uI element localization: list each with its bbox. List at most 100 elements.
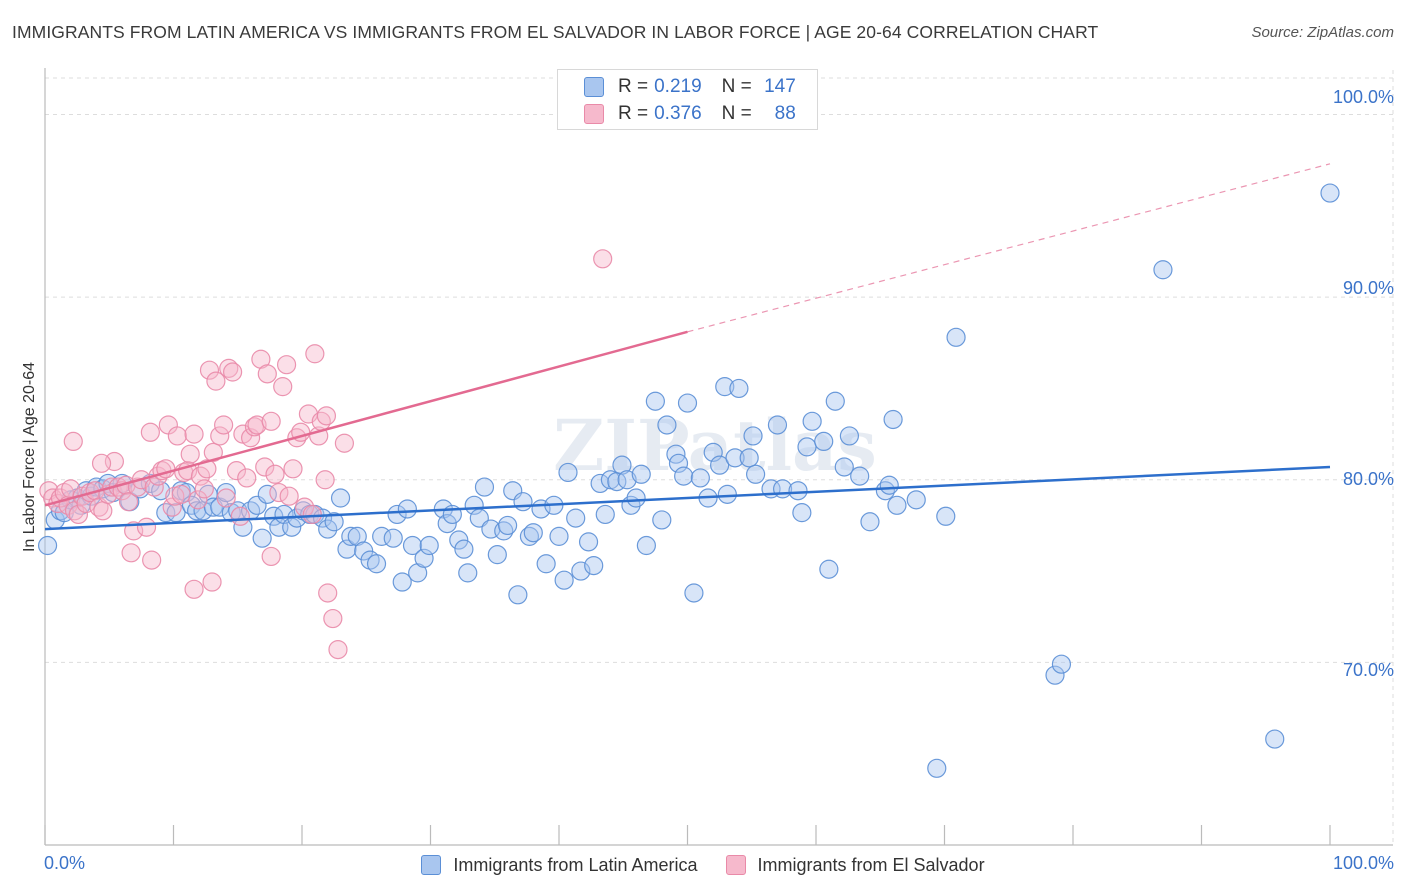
latin-america-point [487, 545, 507, 565]
el-salvador-point [261, 411, 281, 431]
el-salvador-point [184, 579, 204, 599]
el-salvador-point [226, 461, 247, 481]
el-salvador-point [315, 470, 335, 490]
latin-america-point [802, 411, 822, 431]
y-tick-label: 70.0% [1342, 660, 1394, 680]
el-salvador-point [273, 377, 293, 397]
latin-america-point [474, 477, 495, 497]
latin-america-point [366, 554, 387, 574]
el-salvador-point [261, 546, 281, 567]
el-salvador-point [180, 444, 200, 464]
el-salvador-point [165, 486, 185, 506]
latin-america-point [746, 464, 766, 484]
latin-america-point [312, 508, 333, 528]
source-credit: Source: ZipAtlas.com [1251, 24, 1394, 41]
latin-america-point [652, 510, 672, 530]
n-value: 147 [764, 76, 796, 97]
y-tick-label: 90.0% [1342, 278, 1394, 298]
el-salvador-point [136, 517, 157, 537]
el-salvador-point [144, 477, 164, 497]
latin-america-point [458, 563, 478, 583]
latin-america-point [825, 391, 845, 411]
latin-america-point [498, 515, 518, 536]
latin-america-point [645, 391, 665, 411]
latin-america-point [523, 523, 543, 543]
latin-america-point [850, 466, 870, 486]
el-salvador-point [167, 426, 187, 446]
latin-america-point [519, 526, 540, 546]
el-salvador-point [219, 358, 239, 378]
el-salvador-point [328, 639, 348, 660]
latin-america-point [392, 572, 412, 592]
el-salvador-point [140, 422, 160, 442]
latin-america-point [617, 470, 637, 490]
el-salvador-point [63, 431, 83, 452]
latin-america-point [739, 448, 759, 468]
latin-america-point [600, 470, 621, 490]
n-value: 88 [774, 103, 796, 124]
el-salvador-point [171, 484, 191, 504]
el-salvador-point [279, 486, 299, 506]
el-salvador-point [237, 468, 257, 488]
latin-america-point [449, 530, 469, 550]
latin-america-point [337, 539, 357, 559]
latin-america-point [584, 555, 604, 576]
legend-row-latin-america: R = 0.219 N = 147 [584, 75, 796, 99]
latin-america-point [879, 475, 899, 495]
latin-america-point [729, 378, 749, 399]
el-salvador-point [265, 464, 285, 484]
el-salvador-point [202, 572, 222, 592]
latin-america-point [834, 457, 854, 477]
el-salvador-point [68, 504, 89, 525]
trend-line-extension [687, 163, 1331, 333]
latin-america-point [252, 528, 272, 548]
el-salvador-point [210, 426, 230, 446]
legend-item-el-salvador: Immigrants from El Salvador [725, 855, 985, 876]
latin-america-point [792, 503, 812, 523]
el-salvador-point [91, 453, 112, 473]
latin-america-point [631, 464, 651, 484]
el-salvador-point [188, 490, 208, 510]
el-salvador-point [118, 492, 139, 512]
latin-america-point [536, 554, 556, 574]
el-salvador-point [121, 543, 141, 563]
latin-america-point [767, 415, 788, 435]
latin-america-point [414, 548, 434, 568]
el-salvador-point [247, 415, 267, 435]
chart-title: IMMIGRANTS FROM LATIN AMERICA VS IMMIGRA… [12, 22, 1099, 42]
el-salvador-point [194, 479, 214, 499]
latin-america-point [612, 455, 632, 475]
latin-america-point [508, 585, 528, 605]
latin-america-point [324, 512, 344, 532]
latin-america-point [360, 550, 380, 570]
latin-america-point [690, 468, 710, 488]
legend-swatch-blue [584, 77, 604, 97]
latin-america-point [839, 426, 860, 446]
latin-america-point [743, 426, 763, 446]
latin-america-point [657, 415, 677, 435]
latin-america-point [1320, 183, 1340, 203]
y-axis-label: In Labor Force | Age 20-64 [21, 361, 38, 553]
latin-america-point [558, 462, 578, 483]
latin-america-point [330, 488, 351, 508]
latin-america-point [936, 506, 956, 526]
n-label: N = [721, 103, 752, 124]
latin-america-point [216, 482, 236, 503]
el-salvador-point [206, 371, 226, 391]
latin-america-point [419, 535, 439, 556]
el-salvador-point [323, 608, 343, 629]
latin-america-point [725, 448, 745, 468]
latin-america-point [1153, 260, 1173, 280]
x-tick-label-max: 100.0% [1332, 853, 1394, 873]
latin-america-point [590, 473, 610, 494]
el-salvador-point [593, 249, 613, 269]
latin-america-point [383, 528, 403, 548]
latin-america-point [1265, 729, 1285, 749]
latin-america-point [677, 393, 698, 413]
legend-label: Immigrants from Latin America [453, 854, 698, 875]
latin-america-point [387, 504, 407, 525]
correlation-legend: R = 0.219 N = 147 R = 0.376 N = 88 [557, 69, 818, 130]
el-salvador-point [184, 424, 204, 444]
latin-america-point [684, 583, 704, 603]
latin-america-point [883, 409, 903, 430]
